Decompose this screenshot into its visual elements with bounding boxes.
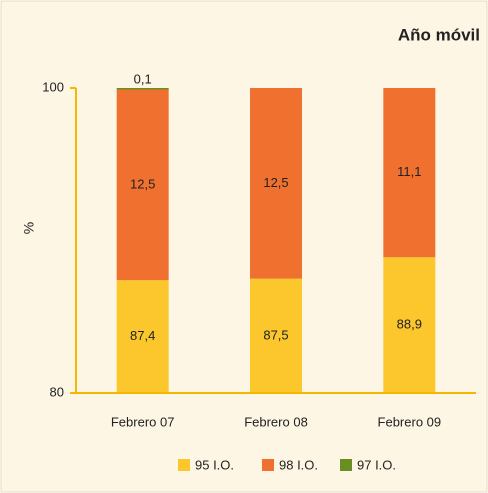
y-tick-label: 80	[50, 384, 64, 399]
bar-segment	[383, 88, 436, 258]
legend-swatch	[178, 459, 190, 471]
data-label: 11,1	[397, 164, 421, 179]
data-label: 87,4	[130, 328, 155, 343]
data-label: 88,9	[397, 317, 422, 332]
bar-segment	[116, 88, 169, 90]
data-label: 87,5	[263, 327, 288, 342]
legend-swatch	[340, 459, 352, 471]
chart-title: Año móvil	[398, 25, 480, 44]
data-label: 12,5	[130, 176, 155, 191]
legend-swatch	[262, 459, 274, 471]
bar-segment	[116, 280, 169, 393]
x-tick-label: Febrero 07	[111, 414, 175, 429]
bar-segment	[250, 88, 302, 279]
data-label: 12,5	[263, 175, 288, 190]
y-axis-label: %	[21, 222, 37, 234]
legend-label: 95 I.O.	[195, 457, 234, 472]
legend-label: 98 I.O.	[279, 457, 318, 472]
y-tick-label: 100	[42, 79, 64, 94]
bar-segment	[250, 278, 302, 393]
bar-segment	[116, 89, 169, 281]
legend-label: 97 I.O.	[357, 457, 396, 472]
data-label: 0,1	[134, 71, 152, 86]
x-tick-label: Febrero 08	[244, 414, 308, 429]
bar-segment	[383, 257, 436, 393]
x-tick-label: Febrero 09	[378, 414, 442, 429]
